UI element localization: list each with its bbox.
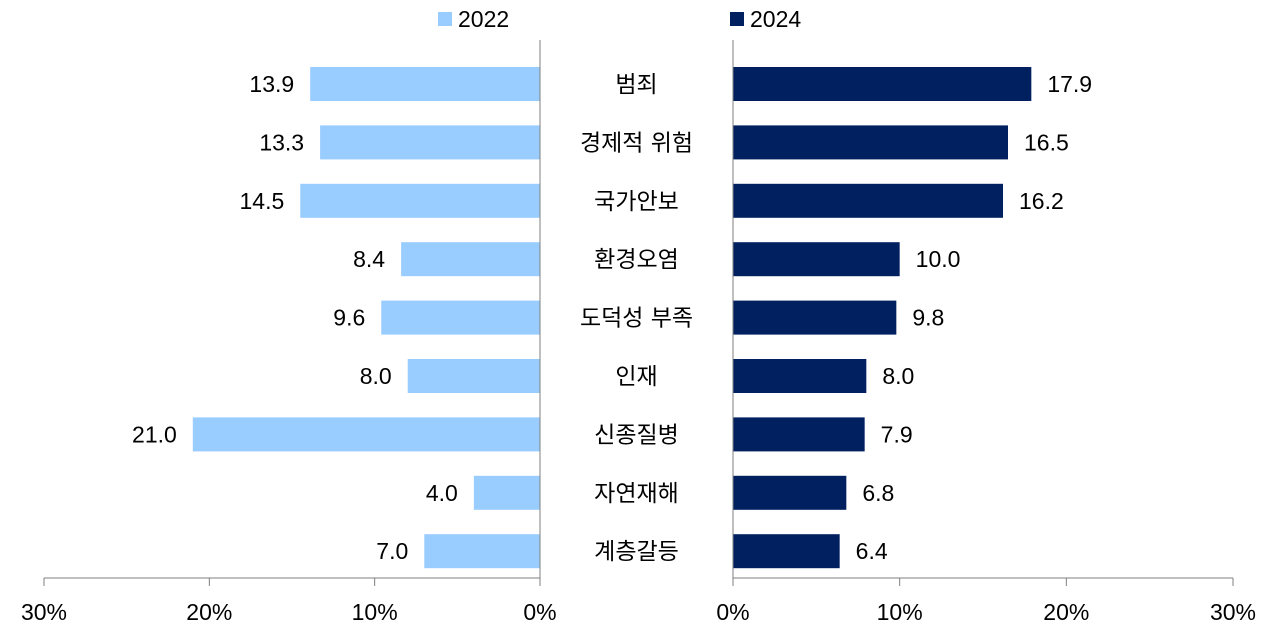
value-label-2024-row-4: 10.0 <box>916 246 961 272</box>
category-label-row-2: 경제적 위험 <box>580 130 693 156</box>
bar-2022-row-9 <box>424 534 540 569</box>
category-label-row-4: 환경오염 <box>594 247 679 273</box>
value-label-2024-row-8: 6.8 <box>862 480 894 506</box>
bar-2024-row-2 <box>733 125 1008 160</box>
value-label-2022-row-9: 7.0 <box>376 538 408 564</box>
legend-item-2024: 2024 <box>730 4 801 34</box>
right-tick-label-3: 20% <box>1043 599 1089 625</box>
legend-swatch-2024 <box>730 12 744 26</box>
value-label-2024-row-3: 16.2 <box>1019 188 1064 214</box>
bar-2024-row-4 <box>733 242 900 277</box>
value-label-2022-row-3: 14.5 <box>240 188 285 214</box>
category-label-row-9: 계층갈등 <box>594 539 679 565</box>
legend-swatch-2022 <box>438 12 452 26</box>
left-tick-label-4: 0% <box>523 599 556 625</box>
bar-2022-row-3 <box>300 183 540 218</box>
bar-2022-row-6 <box>407 359 540 393</box>
right-tick-label-2: 10% <box>877 599 923 625</box>
left-tick-label-2: 20% <box>186 599 232 625</box>
bar-2022-row-1 <box>310 67 540 101</box>
bar-2022-row-4 <box>401 242 540 277</box>
bar-2024-row-1 <box>733 67 1032 101</box>
value-label-2022-row-6: 8.0 <box>360 363 392 389</box>
left-tick-label-1: 30% <box>21 599 67 625</box>
bar-2022-row-5 <box>381 300 540 335</box>
right-tick-label-1: 0% <box>716 599 749 625</box>
legend-label-2022: 2022 <box>458 5 510 32</box>
left-tick-label-3: 10% <box>352 599 398 625</box>
category-label-row-8: 자연재해 <box>594 481 679 507</box>
bar-2024-row-3 <box>733 183 1003 218</box>
value-label-2024-row-6: 8.0 <box>882 363 914 389</box>
category-label-row-7: 신종질병 <box>594 422 679 448</box>
category-label-row-6: 인재 <box>615 364 657 390</box>
bar-2022-row-8 <box>473 475 540 510</box>
legend: 2022 2024 <box>0 4 1280 34</box>
value-label-2022-row-4: 8.4 <box>353 246 385 272</box>
right-tick-label-4: 30% <box>1210 599 1256 625</box>
category-label-row-5: 도덕성 부족 <box>580 306 693 332</box>
value-label-2024-row-1: 17.9 <box>1047 71 1092 97</box>
value-label-2022-row-2: 13.3 <box>259 129 304 155</box>
bar-2024-row-6 <box>733 359 867 393</box>
bar-2022-row-7 <box>192 417 541 452</box>
value-label-2024-row-2: 16.5 <box>1024 129 1069 155</box>
value-label-2022-row-1: 13.9 <box>249 71 294 97</box>
value-label-2024-row-9: 6.4 <box>856 538 888 564</box>
legend-label-2024: 2024 <box>750 5 802 32</box>
legend-item-2022: 2022 <box>438 4 509 34</box>
category-label-row-3: 국가안보 <box>594 189 679 215</box>
value-label-2024-row-5: 9.8 <box>912 305 944 331</box>
value-label-2022-row-5: 9.6 <box>333 305 365 331</box>
bar-2022-row-2 <box>320 125 540 160</box>
bar-2024-row-7 <box>733 417 865 452</box>
category-label-row-1: 범죄 <box>615 72 657 98</box>
bar-2024-row-5 <box>733 300 897 335</box>
bar-2024-row-9 <box>733 534 840 569</box>
value-label-2022-row-8: 4.0 <box>426 480 458 506</box>
value-label-2024-row-7: 7.9 <box>881 421 913 447</box>
bar-2024-row-8 <box>733 475 847 510</box>
value-label-2022-row-7: 21.0 <box>132 421 177 447</box>
